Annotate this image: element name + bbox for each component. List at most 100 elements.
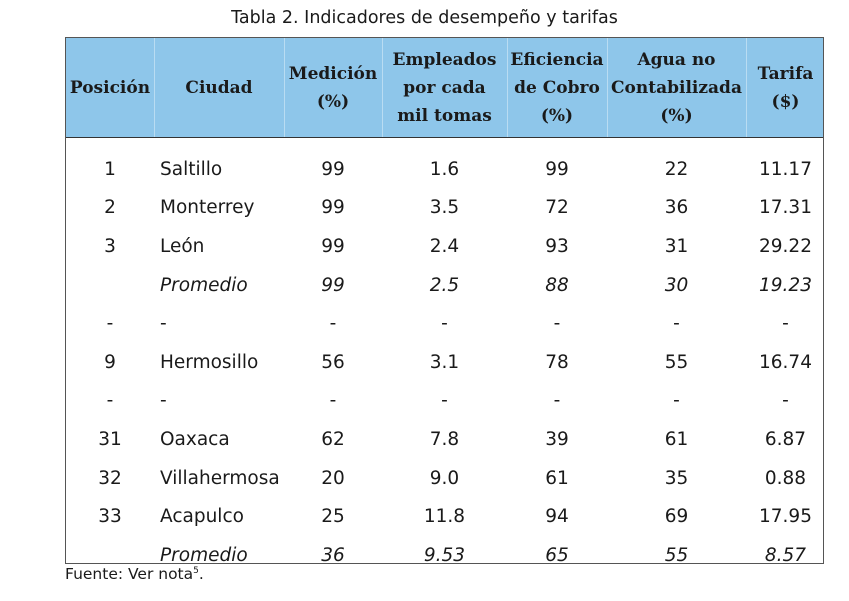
cell-ciudad: Villahermosa [160, 467, 280, 489]
cell-empleados: 3.5 [429, 197, 460, 219]
cell-eficiencia: 99 [545, 158, 569, 180]
cell-posicion: 1 [104, 158, 116, 180]
table-row: 31 Oaxaca 62 7.8 39 61 6.87 [66, 420, 823, 459]
cell-medicion: 99 [321, 274, 345, 296]
cell-ciudad: Promedio [160, 274, 248, 296]
source-text: Fuente: Ver nota [65, 565, 194, 583]
cell-tarifa: 29.22 [759, 235, 812, 257]
average-row: Promedio 99 2.5 88 30 19.23 [66, 266, 823, 305]
cell-ciudad: León [160, 235, 205, 257]
table-row: 1 Saltillo 99 1.6 99 22 11.17 [66, 150, 823, 189]
cell-empleados: 3.1 [429, 351, 460, 373]
header-tarifa: Tarifa ($) [757, 63, 814, 112]
header-empleados: Empleados por cada mil tomas [392, 49, 497, 126]
cell-tarifa: 17.31 [759, 197, 812, 219]
cell-tarifa: - [782, 313, 789, 335]
cell-medicion: 99 [321, 197, 345, 219]
cell-tarifa: 16.74 [759, 351, 812, 373]
cell-medicion: 36 [321, 544, 345, 566]
cell-eficiencia: 94 [545, 506, 569, 528]
cell-eficiencia: 72 [545, 197, 569, 219]
source-suffix: . [198, 565, 204, 583]
header-eficiencia: Eficiencia de Cobro (%) [510, 49, 604, 126]
cell-tarifa: 17.95 [759, 506, 812, 528]
cell-medicion: 56 [321, 351, 345, 373]
cell-posicion [66, 266, 154, 305]
cell-empleados: - [441, 390, 448, 412]
table-caption: Tabla 2. Indicadores de desempeño y tari… [231, 8, 618, 28]
table-row: 2 Monterrey 99 3.5 72 36 17.31 [66, 189, 823, 228]
cell-eficiencia: - [553, 390, 561, 412]
header-divider [154, 38, 155, 137]
cell-empleados: 9.0 [429, 467, 460, 489]
cell-medicion: - [329, 313, 337, 335]
cell-agua: - [673, 313, 680, 335]
cell-medicion: 20 [321, 467, 345, 489]
cell-posicion: 9 [104, 351, 116, 373]
cell-agua: 55 [664, 351, 689, 373]
cell-ciudad: Oaxaca [160, 428, 230, 450]
cell-ciudad: Promedio [160, 544, 248, 566]
cell-ciudad: - [160, 313, 167, 335]
table-row: ------- [66, 304, 823, 343]
cell-posicion: 3 [104, 235, 116, 257]
cell-tarifa: 8.57 [764, 544, 807, 566]
cell-eficiencia: 39 [545, 428, 569, 450]
cell-agua: 36 [664, 197, 689, 219]
cell-posicion: 32 [98, 467, 122, 489]
cell-empleados: 11.8 [423, 506, 466, 528]
table-row: 3 León 99 2.4 93 31 29.22 [66, 227, 823, 266]
cell-tarifa: - [782, 390, 789, 412]
cell-agua: 31 [664, 235, 689, 257]
cell-tarifa: 11.17 [759, 158, 812, 180]
cell-tarifa: 19.23 [759, 274, 812, 296]
cell-empleados: - [441, 313, 448, 335]
table-row: 9 Hermosillo 56 3.1 78 55 16.74 [66, 343, 823, 382]
cell-eficiencia: 65 [545, 544, 569, 566]
cell-ciudad: Monterrey [160, 197, 255, 219]
cell-eficiencia: - [553, 313, 561, 335]
cell-agua: - [673, 390, 680, 412]
cell-agua: 55 [664, 544, 689, 566]
cell-agua: 61 [664, 428, 689, 450]
header-divider [382, 38, 383, 137]
cell-agua: 22 [664, 158, 689, 180]
footnote-ref: 5 [193, 565, 199, 576]
header-medicion: Medición (%) [288, 63, 378, 112]
header-agua: Agua no Contabilizada (%) [611, 49, 742, 126]
table-row: ------- [66, 382, 823, 421]
header-posicion: Posición [69, 77, 151, 98]
cell-ciudad: Acapulco [160, 506, 244, 528]
cell-eficiencia: 61 [545, 467, 569, 489]
cell-medicion: 99 [321, 158, 345, 180]
cell-posicion: - [106, 313, 114, 335]
cell-agua: 69 [664, 506, 689, 528]
table-row: 32 Villahermosa 20 9.0 61 35 0.88 [66, 459, 823, 498]
header-divider [507, 38, 508, 137]
cell-medicion: 62 [321, 428, 345, 450]
average-row: Promedio 36 9.53 65 55 8.57 [66, 536, 823, 575]
source-note: Fuente: Ver nota5. [65, 565, 204, 583]
cell-ciudad: - [160, 390, 167, 412]
cell-posicion: 2 [104, 197, 116, 219]
cell-empleados: 1.6 [429, 158, 460, 180]
cell-ciudad: Hermosillo [160, 351, 259, 373]
header-divider [607, 38, 608, 137]
cell-tarifa: 6.87 [764, 428, 807, 450]
cell-empleados: 7.8 [429, 428, 460, 450]
header-divider [746, 38, 747, 137]
table-header: Posición Ciudad Medición (%) Empleados por … [66, 38, 823, 138]
cell-empleados: 9.53 [423, 544, 466, 566]
performance-table: Posición Ciudad Medición (%) Empleados por … [65, 37, 824, 566]
cell-medicion: 25 [321, 506, 345, 528]
header-ciudad: Ciudad [185, 77, 253, 98]
cell-empleados: 2.4 [429, 235, 460, 257]
cell-posicion: - [106, 390, 114, 412]
cell-eficiencia: 88 [545, 274, 569, 296]
cell-medicion: - [329, 390, 337, 412]
cell-medicion: 99 [321, 235, 345, 257]
cell-empleados: 2.5 [429, 274, 460, 296]
cell-agua: 35 [664, 467, 689, 489]
table-row: 33 Acapulco 25 11.8 94 69 17.95 [66, 497, 823, 536]
cell-ciudad: Saltillo [160, 158, 223, 180]
